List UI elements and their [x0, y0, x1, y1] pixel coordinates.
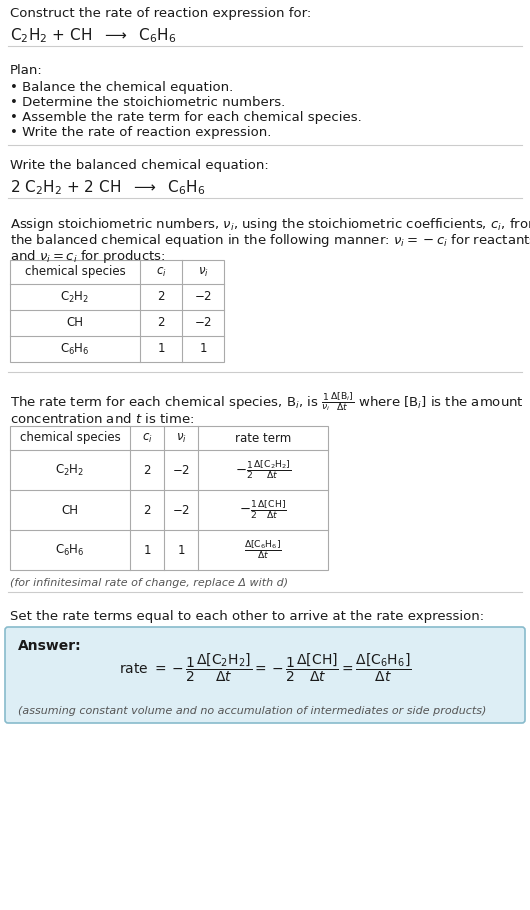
Text: CH: CH — [66, 317, 84, 329]
Text: 2: 2 — [157, 317, 165, 329]
Text: 2: 2 — [157, 290, 165, 304]
Text: $\mathrm{C_2H_2}$ + CH  $\longrightarrow$  $\mathrm{C_6H_6}$: $\mathrm{C_2H_2}$ + CH $\longrightarrow$… — [10, 26, 176, 45]
Text: • Determine the stoichiometric numbers.: • Determine the stoichiometric numbers. — [10, 96, 285, 109]
Text: 2: 2 — [143, 463, 151, 477]
Text: chemical species: chemical species — [24, 266, 126, 278]
Text: $\mathrm{C_6H_6}$: $\mathrm{C_6H_6}$ — [55, 542, 85, 558]
Text: $\nu_i$: $\nu_i$ — [175, 431, 187, 445]
FancyBboxPatch shape — [5, 627, 525, 723]
Text: Write the balanced chemical equation:: Write the balanced chemical equation: — [10, 159, 269, 172]
Text: concentration and $t$ is time:: concentration and $t$ is time: — [10, 412, 194, 426]
Text: 1: 1 — [177, 543, 185, 557]
Text: 2 $\mathrm{C_2H_2}$ + 2 CH  $\longrightarrow$  $\mathrm{C_6H_6}$: 2 $\mathrm{C_2H_2}$ + 2 CH $\longrightar… — [10, 178, 206, 197]
Text: (for infinitesimal rate of change, replace Δ with d): (for infinitesimal rate of change, repla… — [10, 578, 288, 588]
Text: Answer:: Answer: — [18, 639, 82, 653]
Bar — [10, 426, 328, 570]
Text: $-2$: $-2$ — [172, 463, 190, 477]
Text: rate term: rate term — [235, 431, 291, 444]
Text: chemical species: chemical species — [20, 431, 120, 444]
Text: The rate term for each chemical species, B$_i$, is $\frac{1}{\nu_i}\frac{\Delta[: The rate term for each chemical species,… — [10, 390, 524, 413]
Text: $\mathrm{C_2H_2}$: $\mathrm{C_2H_2}$ — [60, 289, 90, 305]
Text: (assuming constant volume and no accumulation of intermediates or side products): (assuming constant volume and no accumul… — [18, 706, 487, 716]
Text: Construct the rate of reaction expression for:: Construct the rate of reaction expressio… — [10, 7, 311, 20]
Text: CH: CH — [61, 503, 78, 517]
Text: $\frac{\Delta[\mathrm{C_6H_6}]}{\Delta t}$: $\frac{\Delta[\mathrm{C_6H_6}]}{\Delta t… — [244, 539, 282, 561]
Text: • Assemble the rate term for each chemical species.: • Assemble the rate term for each chemic… — [10, 111, 362, 124]
Text: rate $= -\dfrac{1}{2}\dfrac{\Delta[\mathrm{C_2H_2}]}{\Delta t} = -\dfrac{1}{2}\d: rate $= -\dfrac{1}{2}\dfrac{\Delta[\math… — [119, 652, 411, 684]
Bar — [10, 260, 224, 362]
Text: $\mathrm{C_6H_6}$: $\mathrm{C_6H_6}$ — [60, 341, 90, 357]
Text: and $\nu_i = c_i$ for products:: and $\nu_i = c_i$ for products: — [10, 248, 165, 265]
Text: Plan:: Plan: — [10, 64, 43, 77]
Text: 1: 1 — [143, 543, 151, 557]
Text: $-2$: $-2$ — [172, 503, 190, 517]
Text: $c_i$: $c_i$ — [142, 431, 152, 445]
Text: • Balance the chemical equation.: • Balance the chemical equation. — [10, 81, 233, 94]
Text: 1: 1 — [157, 342, 165, 356]
Text: $-2$: $-2$ — [194, 317, 212, 329]
Text: $\nu_i$: $\nu_i$ — [198, 266, 208, 278]
Text: $-\frac{1}{2}\frac{\Delta[\mathrm{C_2H_2}]}{\Delta t}$: $-\frac{1}{2}\frac{\Delta[\mathrm{C_2H_2… — [235, 459, 292, 481]
Text: the balanced chemical equation in the following manner: $\nu_i = -c_i$ for react: the balanced chemical equation in the fo… — [10, 232, 530, 249]
Text: $-\frac{1}{2}\frac{\Delta[\mathrm{CH}]}{\Delta t}$: $-\frac{1}{2}\frac{\Delta[\mathrm{CH}]}{… — [239, 499, 287, 521]
Text: Assign stoichiometric numbers, $\nu_i$, using the stoichiometric coefficients, $: Assign stoichiometric numbers, $\nu_i$, … — [10, 216, 530, 233]
Text: • Write the rate of reaction expression.: • Write the rate of reaction expression. — [10, 126, 271, 139]
Text: 1: 1 — [199, 342, 207, 356]
Text: Set the rate terms equal to each other to arrive at the rate expression:: Set the rate terms equal to each other t… — [10, 610, 484, 623]
Text: $c_i$: $c_i$ — [156, 266, 166, 278]
Text: 2: 2 — [143, 503, 151, 517]
Text: $-2$: $-2$ — [194, 290, 212, 304]
Text: $\mathrm{C_2H_2}$: $\mathrm{C_2H_2}$ — [55, 462, 85, 478]
